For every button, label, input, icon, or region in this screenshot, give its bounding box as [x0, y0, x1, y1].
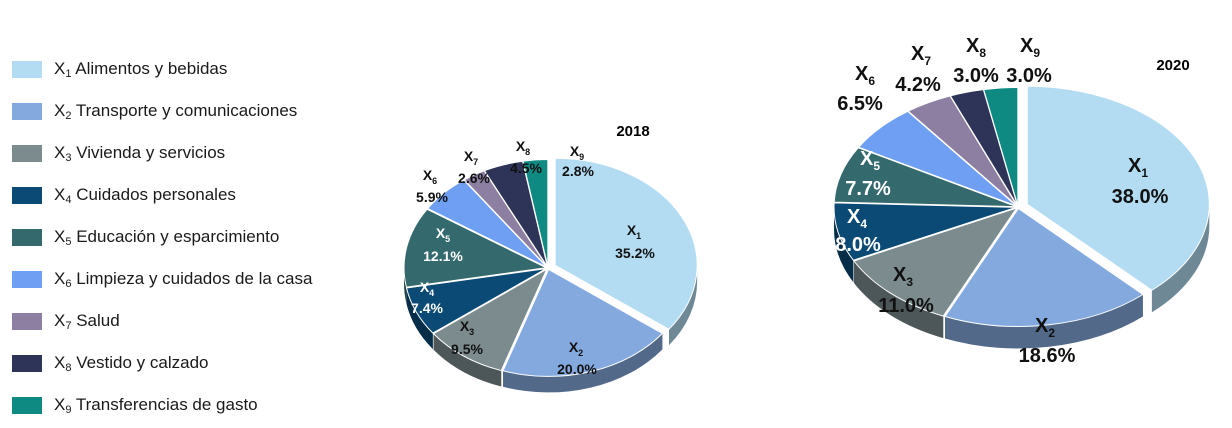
pie-slice [853, 207, 1018, 317]
slice-category-label: X9 [1020, 35, 1040, 60]
pie-slice [857, 110, 1017, 207]
slice-value-label: 7.4% [411, 300, 443, 316]
legend-item: X4 Cuidados personales [12, 174, 372, 216]
legend-swatch [12, 312, 42, 330]
slice-category-label: X6 [855, 63, 875, 88]
slice-category-label: X7 [911, 43, 931, 68]
slice-value-label: 2.8% [562, 163, 594, 179]
pie-slice-side [834, 207, 854, 283]
pie-slice-side [433, 333, 502, 387]
legend-label: X6 Limpieza y cuidados de la casa [54, 268, 313, 290]
legend-swatch [12, 270, 42, 288]
pie-slice [944, 207, 1144, 327]
legend-item: X6 Limpieza y cuidados de la casa [12, 258, 372, 300]
slice-value-label: 3.0% [1006, 65, 1052, 87]
legend-label: X1 Alimentos y bebidas [54, 58, 228, 80]
slice-category-label: X1 [1128, 155, 1148, 180]
slice-category-label: X5 [436, 225, 450, 244]
pie-slice [432, 268, 548, 372]
slice-value-label: 3.0% [953, 65, 999, 87]
legend-item: X2 Transporte y comunicaciones [12, 90, 372, 132]
legend-label: X8 Vestido y calzado [54, 352, 209, 374]
slice-category-label: X4 [847, 206, 867, 231]
slice-value-label: 20.0% [557, 361, 597, 377]
pie-slice-side [853, 260, 944, 339]
slice-category-label: X4 [420, 279, 434, 298]
slice-category-label: X8 [516, 138, 530, 157]
legend-label: X4 Cuidados personales [54, 184, 236, 206]
pie-slice [983, 87, 1019, 206]
legend-swatch [12, 354, 42, 372]
legend-item: X9 Transferencias de gasto [12, 384, 372, 426]
slice-value-label: 18.6% [1019, 345, 1076, 367]
slice-value-label: 5.9% [416, 189, 448, 205]
legend-item: X5 Educación y esparcimiento [12, 216, 372, 258]
slice-category-label: X3 [460, 318, 474, 337]
pie-slice-side [668, 265, 698, 346]
slice-category-label: X5 [860, 148, 880, 173]
slice-value-label: 8.0% [835, 234, 881, 256]
slice-value-label: 35.2% [615, 245, 655, 261]
pie-slice [502, 268, 664, 377]
slice-value-label: 4.5% [510, 160, 542, 176]
legend-swatch [12, 186, 42, 204]
legend-label: X7 Salud [54, 310, 120, 332]
legend-item: X8 Vestido y calzado [12, 342, 372, 384]
legend-item: X1 Alimentos y bebidas [12, 48, 372, 90]
slice-category-label: X9 [570, 143, 584, 162]
pie-slice [405, 268, 547, 334]
legend-swatch [12, 144, 42, 162]
pie-2018: X1 35.2% X2 20.0% X3 9.5% X4 7.4% X5 12.1% X6 5.9% X… [403, 138, 698, 393]
pie-2020: X1 38.0% X2 18.6% X3 11.0% X4 8.0% X5 7.7% X6 6.5% X… [833, 35, 1210, 367]
slice-value-label: 38.0% [1112, 186, 1169, 208]
slice-category-label: X2 [1035, 315, 1055, 340]
legend-label: X5 Educación y esparcimiento [54, 226, 280, 248]
pie-slice [833, 202, 1017, 261]
pie-slice [1026, 85, 1210, 291]
pie-slice [403, 208, 548, 288]
chart-title-2020: 2020 [1156, 57, 1189, 74]
pie-slice [833, 147, 1017, 208]
slice-category-label: X7 [464, 148, 478, 167]
legend-label: X3 Vivienda y servicios [54, 142, 226, 164]
legend-label: X9 Transferencias de gasto [54, 394, 258, 416]
slice-value-label: 9.5% [451, 341, 483, 357]
pie-slice-side [1151, 204, 1210, 313]
pie-slice-side [945, 294, 1143, 349]
slice-category-label: X2 [569, 339, 583, 358]
legend-item: X7 Salud [12, 300, 372, 342]
legend-label: X2 Transporte y comunicaciones [54, 100, 298, 122]
slice-value-label: 4.2% [895, 74, 941, 96]
slice-category-label: X8 [966, 35, 986, 60]
slice-value-label: 6.5% [837, 93, 883, 115]
slice-value-label: 2.6% [458, 170, 490, 186]
slice-category-label: X6 [423, 167, 437, 186]
legend-swatch [12, 228, 42, 246]
legend-swatch [12, 60, 42, 78]
legend-swatch [12, 396, 42, 414]
pie-slice [554, 157, 698, 330]
pie-slice [522, 159, 549, 267]
chart-title-2018: 2018 [616, 123, 649, 140]
slice-category-label: X3 [893, 264, 913, 289]
legend: X1 Alimentos y bebidas X2 Transporte y co… [12, 48, 372, 426]
legend-item: X3 Vivienda y servicios [12, 132, 372, 174]
slice-value-label: 7.7% [845, 178, 891, 200]
slice-value-label: 12.1% [423, 248, 463, 264]
pie-slice-side [406, 287, 433, 350]
slice-category-label: X1 [627, 222, 641, 241]
pie-slice [426, 179, 547, 268]
legend-swatch [12, 102, 42, 120]
pie-slice-side [503, 333, 663, 393]
slice-value-label: 11.0% [878, 295, 934, 317]
pie-slice-side [404, 267, 407, 304]
